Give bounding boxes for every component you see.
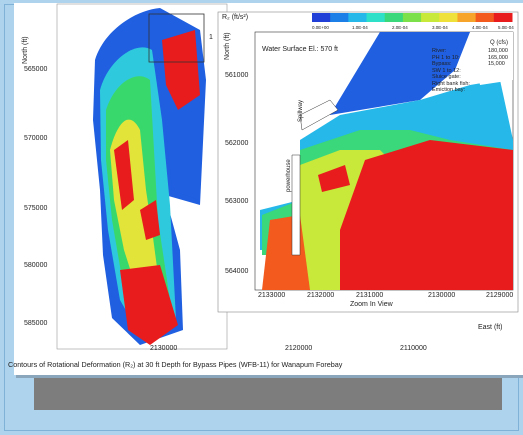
main-y-tick: 570000 [24,135,48,142]
inset-marker-box [148,13,205,63]
flow-name: PH 1 to 10: [432,54,460,61]
main-y-tick: 585000 [24,320,48,327]
inset-x-tick: 2129000 [486,292,514,299]
contour-region [114,140,134,210]
main-y-tick: 565000 [24,66,48,73]
contour-region [470,32,513,85]
inset-marker-label: 1 [209,34,213,41]
inset-x-tick: 2131000 [356,292,384,299]
main-ylabel: North (ft) [22,36,29,64]
colorbar-swatch [475,13,495,22]
colorbar-swatch [457,13,477,22]
contour-region [120,265,178,345]
structure-outline [291,154,301,256]
colorbar-tick: 3.0E-04 [432,25,448,30]
inset-xlabel: Zoom In View [350,301,393,308]
colorbar-swatch [493,13,513,22]
inset-y-tick: 562000 [225,140,249,147]
colorbar-swatch [348,13,368,22]
inset-contour-plot [217,11,519,313]
figure-caption: Contours of Rotational Deformation (R₂) … [8,360,343,369]
flow-value: 165,000 [488,54,508,61]
flow-header: Q (cfs) [490,40,508,46]
main-x-tick: 2120000 [285,345,313,352]
colorbar-tick: 5.0E-04 [498,25,514,30]
flow-value: 15,000 [488,61,505,67]
colorbar-tick: 2.0E-04 [392,25,408,30]
colorbar-swatch [421,13,440,22]
colorbar-swatch [402,13,422,22]
inset-y-tick: 563000 [225,198,249,205]
powerhouse-label: powerhouse [286,159,292,192]
contour-region [162,30,200,110]
colorbar-swatch [330,13,349,22]
water-surface-label: Water Surface El.: 570 ft [262,46,338,53]
main-y-tick: 580000 [24,262,48,269]
contour-region [318,165,350,192]
inset-ylabel: North (ft) [224,32,231,60]
flow-name: Emiction bay: [432,87,466,93]
colorbar-swatch [439,13,458,22]
colorbar-tick: 4.0E-04 [472,25,488,30]
legend-title: R₂ (ft/s²) [222,14,249,21]
colorbar-swatch [312,13,331,22]
flow-value: 180,000 [488,48,508,54]
inset-x-tick: 2130000 [428,292,456,299]
contour-region [165,110,198,200]
flow-name: SW 1 to 12: [432,67,461,74]
spillway-label: Spillway [298,99,304,122]
main-x-tick: 2110000 [400,345,427,352]
colorbar: 0.0E+00 1.0E-04 2.0E-04 3.0E-04 4.0E-04 5.0E-… [312,13,514,30]
colorbar-swatch [384,13,404,22]
flow-name: River: [432,48,447,54]
main-y-tick: 575000 [24,205,48,212]
inset-x-tick: 2133000 [258,292,286,299]
colorbar-swatch [366,13,386,22]
inset-y-tick: 564000 [225,268,249,275]
flow-name: Sluice gate: [432,74,461,80]
main-contour-plot [56,3,228,350]
contour-region [340,140,513,290]
flow-name: Right bank fish: [432,80,470,87]
structure-outline [299,99,339,131]
colorbar-tick: 0.0E+00 [312,25,329,30]
contour-region [330,32,470,115]
colorbar-tick: 1.0E-04 [352,25,368,30]
inset-y-tick: 561000 [225,72,249,79]
main-xlabel: East (ft) [478,324,503,331]
flow-name: Bypass: [432,61,452,67]
inset-x-tick: 2132000 [307,292,335,299]
main-x-tick: 2130000 [150,345,178,352]
drop-shadow [34,370,502,410]
contour-region [140,200,160,240]
